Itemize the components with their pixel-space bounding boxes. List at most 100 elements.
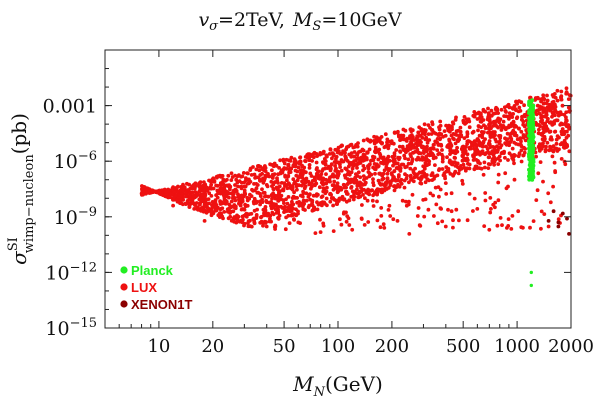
lux-point bbox=[528, 225, 532, 230]
lux-point bbox=[352, 159, 356, 164]
lux-point bbox=[246, 171, 250, 176]
y-axis-superscript: SI bbox=[6, 237, 21, 251]
lux-point bbox=[542, 212, 547, 217]
lux-point bbox=[198, 203, 202, 207]
lux-point bbox=[512, 140, 516, 145]
lux-point bbox=[267, 219, 272, 224]
lux-point bbox=[416, 130, 421, 135]
lux-point bbox=[440, 159, 445, 164]
lux-point bbox=[234, 177, 239, 182]
lux-point bbox=[380, 177, 385, 182]
lux-point bbox=[344, 167, 349, 172]
lux-point bbox=[328, 168, 333, 173]
lux-point bbox=[285, 186, 290, 191]
lux-point bbox=[356, 162, 360, 166]
lux-point bbox=[322, 200, 327, 205]
lux-point bbox=[331, 172, 335, 177]
lux-point bbox=[324, 181, 329, 186]
lux-point bbox=[476, 159, 481, 164]
lux-point bbox=[306, 179, 311, 184]
lux-point bbox=[437, 168, 441, 173]
lux-point bbox=[544, 144, 548, 149]
y-axis-label: σSIwimp−nucleon(pb) bbox=[6, 113, 37, 265]
lux-point bbox=[512, 133, 517, 138]
lux-point bbox=[332, 179, 337, 184]
planck-point bbox=[527, 168, 532, 173]
lux-point bbox=[480, 149, 485, 154]
lux-point bbox=[453, 141, 458, 146]
lux-point bbox=[191, 194, 196, 198]
lux-point bbox=[396, 155, 400, 160]
lux-point bbox=[204, 197, 209, 202]
lux-point bbox=[242, 180, 247, 185]
lux-point bbox=[454, 207, 459, 212]
lux-point bbox=[492, 147, 497, 152]
lux-point bbox=[465, 158, 470, 163]
lux-point bbox=[425, 163, 430, 168]
legend-marker bbox=[120, 283, 128, 291]
lux-point bbox=[418, 177, 423, 182]
lux-point bbox=[287, 204, 292, 209]
lux-point bbox=[562, 159, 567, 164]
lux-point bbox=[216, 213, 221, 218]
lux-point bbox=[260, 187, 264, 192]
lux-point bbox=[243, 202, 248, 207]
x-axis-subscript: N bbox=[313, 385, 326, 400]
lux-point bbox=[473, 164, 478, 169]
lux-point bbox=[288, 159, 293, 163]
lux-point bbox=[481, 109, 486, 113]
lux-point bbox=[371, 204, 376, 208]
lux-point bbox=[267, 200, 271, 205]
lux-point bbox=[537, 127, 541, 132]
lux-point bbox=[550, 148, 555, 153]
lux-point bbox=[349, 154, 354, 159]
lux-point bbox=[233, 204, 238, 209]
lux-point bbox=[226, 173, 231, 178]
title-v-subscript: σ bbox=[209, 19, 219, 34]
lux-point bbox=[440, 167, 445, 171]
lux-point bbox=[288, 170, 293, 175]
lux-point bbox=[535, 95, 540, 100]
lux-point bbox=[330, 151, 335, 156]
planck-point bbox=[527, 127, 532, 132]
lux-point bbox=[195, 191, 200, 196]
lux-point bbox=[472, 196, 477, 201]
lux-point bbox=[550, 114, 554, 119]
lux-point bbox=[163, 189, 168, 194]
lux-point bbox=[370, 198, 375, 203]
lux-point bbox=[559, 89, 564, 94]
lux-point bbox=[448, 152, 452, 157]
lux-point bbox=[449, 144, 454, 149]
lux-point bbox=[482, 160, 487, 165]
lux-point bbox=[352, 180, 357, 185]
lux-point bbox=[404, 139, 409, 143]
lux-point bbox=[157, 190, 162, 195]
lux-point bbox=[174, 186, 179, 190]
lux-point bbox=[168, 195, 173, 200]
lux-point bbox=[328, 147, 333, 152]
lux-point bbox=[464, 145, 468, 149]
lux-point bbox=[220, 214, 225, 219]
lux-point bbox=[471, 209, 475, 213]
lux-point bbox=[314, 160, 319, 165]
lux-point bbox=[379, 214, 384, 218]
lux-point bbox=[440, 219, 445, 224]
lux-point bbox=[450, 127, 454, 132]
lux-point bbox=[372, 162, 377, 166]
lux-point bbox=[244, 214, 249, 219]
lux-point bbox=[317, 185, 322, 190]
lux-point bbox=[383, 181, 388, 185]
lux-point bbox=[394, 148, 399, 152]
lux-point bbox=[405, 173, 409, 178]
lux-point bbox=[566, 123, 571, 127]
lux-point bbox=[361, 138, 366, 143]
lux-point bbox=[283, 227, 288, 232]
lux-point bbox=[332, 183, 336, 188]
lux-point bbox=[489, 131, 494, 136]
lux-point bbox=[537, 107, 542, 112]
lux-point bbox=[547, 148, 552, 153]
lux-point bbox=[435, 148, 440, 153]
lux-point bbox=[276, 216, 281, 221]
lux-point bbox=[207, 186, 212, 191]
lux-point bbox=[196, 207, 200, 212]
